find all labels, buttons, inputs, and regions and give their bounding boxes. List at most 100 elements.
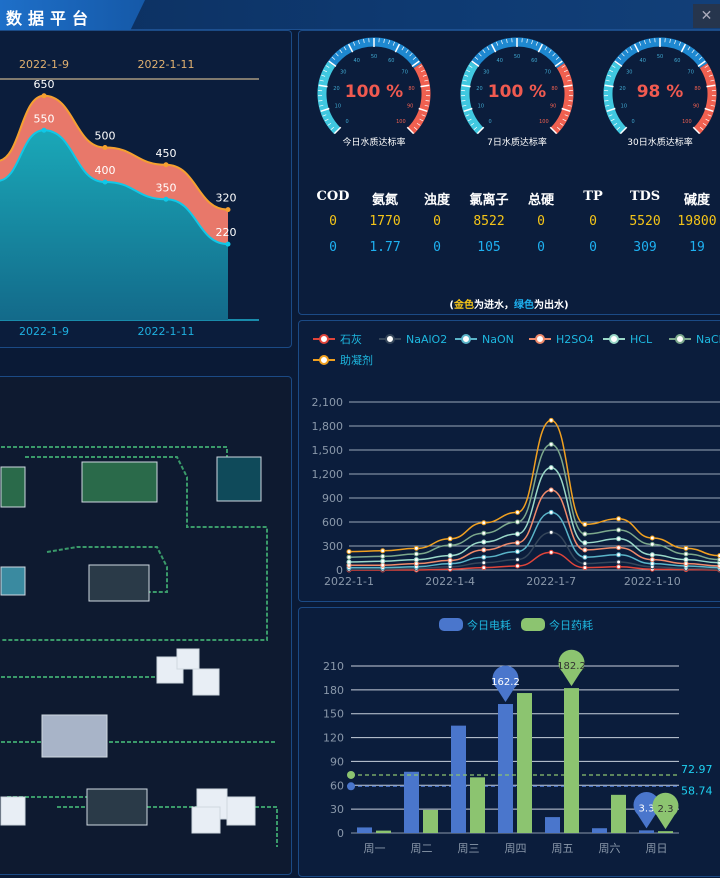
gauge-tick-label: 70 bbox=[402, 70, 408, 76]
filter-unit bbox=[1, 467, 25, 507]
gauge-tick-label: 70 bbox=[545, 70, 551, 76]
gauge-tick-label: 40 bbox=[497, 58, 503, 64]
data-point bbox=[583, 548, 587, 552]
bar bbox=[498, 704, 513, 833]
legend-marker bbox=[320, 356, 328, 364]
cell: 1770 bbox=[359, 208, 411, 234]
series-line bbox=[349, 420, 720, 555]
data-point bbox=[103, 180, 108, 185]
gauge-tick-label: 100 bbox=[682, 119, 692, 125]
gauge-value: 100 % bbox=[462, 82, 572, 102]
data-label: 550 bbox=[34, 112, 55, 125]
col-header: 浊度 bbox=[411, 189, 463, 208]
cell: 19 bbox=[671, 234, 720, 260]
pump-unit bbox=[1, 567, 25, 595]
tank bbox=[217, 457, 261, 501]
cell: 1.77 bbox=[359, 234, 411, 260]
gauge-tick-label: 10 bbox=[335, 104, 341, 110]
page-title: 数据平台 bbox=[0, 0, 145, 30]
data-point bbox=[684, 562, 688, 566]
data-point bbox=[347, 550, 351, 554]
cell: 0 bbox=[567, 208, 619, 234]
bar bbox=[451, 726, 466, 833]
gauge-tick-label: 100 bbox=[539, 119, 549, 125]
data-point bbox=[583, 555, 587, 559]
cell: 0 bbox=[515, 208, 567, 234]
data-point bbox=[414, 552, 418, 556]
data-point bbox=[617, 517, 621, 521]
gauge-tick-label: 70 bbox=[688, 70, 694, 76]
y-tick-label: 1,200 bbox=[312, 468, 344, 481]
data-point bbox=[583, 562, 587, 566]
data-label: 350 bbox=[156, 181, 177, 194]
data-point bbox=[684, 546, 688, 550]
data-point bbox=[482, 566, 486, 570]
legend-label: 今日电耗 bbox=[467, 618, 511, 632]
legend-label: NaON bbox=[482, 333, 514, 346]
legend-marker bbox=[462, 335, 470, 343]
legend-label: 今日药耗 bbox=[549, 618, 593, 632]
y-tick-label: 0 bbox=[337, 827, 344, 840]
x-tick-label: 周一 bbox=[364, 842, 386, 855]
data-point bbox=[482, 561, 486, 565]
data-point bbox=[226, 207, 231, 212]
x-tick-label: 2022-1-4 bbox=[425, 575, 475, 588]
consumption-bar-chart: 今日电耗今日药耗0306090120150180210周一周二周三周四周五周六周… bbox=[299, 608, 720, 878]
close-icon[interactable]: ✕ bbox=[693, 4, 720, 28]
col-header: TP bbox=[567, 189, 619, 208]
tank-unit bbox=[42, 715, 107, 757]
chem-bag bbox=[177, 649, 199, 669]
bar bbox=[357, 827, 372, 833]
gauge-tick-label: 10 bbox=[621, 104, 627, 110]
data-point bbox=[617, 537, 621, 541]
data-point bbox=[617, 528, 621, 532]
data-point bbox=[516, 520, 520, 524]
legend-label: 石灰 bbox=[340, 332, 362, 346]
data-point bbox=[103, 145, 108, 150]
gauge-tick-label: 50 bbox=[657, 54, 663, 60]
gauge-tick-label: 50 bbox=[514, 54, 520, 60]
data-label: 320 bbox=[216, 192, 237, 205]
data-point bbox=[381, 559, 385, 563]
bar bbox=[404, 772, 419, 833]
col-header: 氨氮 bbox=[359, 189, 411, 208]
gauge-tick-label: 90 bbox=[407, 104, 413, 110]
x-tick-label: 周二 bbox=[411, 842, 433, 855]
data-point bbox=[684, 552, 688, 556]
cell: 309 bbox=[619, 234, 671, 260]
gauge-tick-label: 40 bbox=[354, 58, 360, 64]
data-point bbox=[482, 521, 486, 525]
y-tick-label: 300 bbox=[322, 540, 343, 553]
data-point bbox=[549, 550, 553, 554]
gauge-tick-label: 30 bbox=[340, 70, 346, 76]
y-tick-label: 1,500 bbox=[312, 444, 344, 457]
chemical-line-chart-panel: 石灰NaAlO2NaONH2SO4HCLNaCLO助凝剂03006009001,… bbox=[298, 320, 720, 602]
marker-label: 3.3 bbox=[639, 803, 655, 814]
x-tick-label: 周四 bbox=[505, 842, 527, 855]
bar bbox=[658, 831, 673, 833]
y-tick-label: 900 bbox=[322, 492, 343, 505]
data-label: 650 bbox=[34, 78, 55, 91]
data-point bbox=[42, 93, 47, 98]
cell: 8522 bbox=[463, 208, 515, 234]
average-label: 58.74 bbox=[681, 784, 713, 797]
x-tick-label: 2022-1-7 bbox=[526, 575, 576, 588]
data-point bbox=[516, 550, 520, 554]
y-tick-label: 2,100 bbox=[312, 396, 344, 409]
note-gold: 金色 bbox=[454, 300, 474, 311]
data-point bbox=[583, 541, 587, 545]
bar bbox=[423, 810, 438, 833]
legend-label: NaCLO bbox=[696, 333, 720, 346]
col-header: 碱度 bbox=[671, 189, 720, 208]
data-point bbox=[516, 558, 520, 562]
legend-label: HCL bbox=[630, 333, 653, 346]
data-point bbox=[516, 510, 520, 514]
gauge-value: 100 % bbox=[319, 82, 429, 102]
data-point bbox=[414, 558, 418, 562]
col-header: 总硬 bbox=[515, 189, 567, 208]
data-point bbox=[448, 558, 452, 562]
data-point bbox=[583, 532, 587, 536]
